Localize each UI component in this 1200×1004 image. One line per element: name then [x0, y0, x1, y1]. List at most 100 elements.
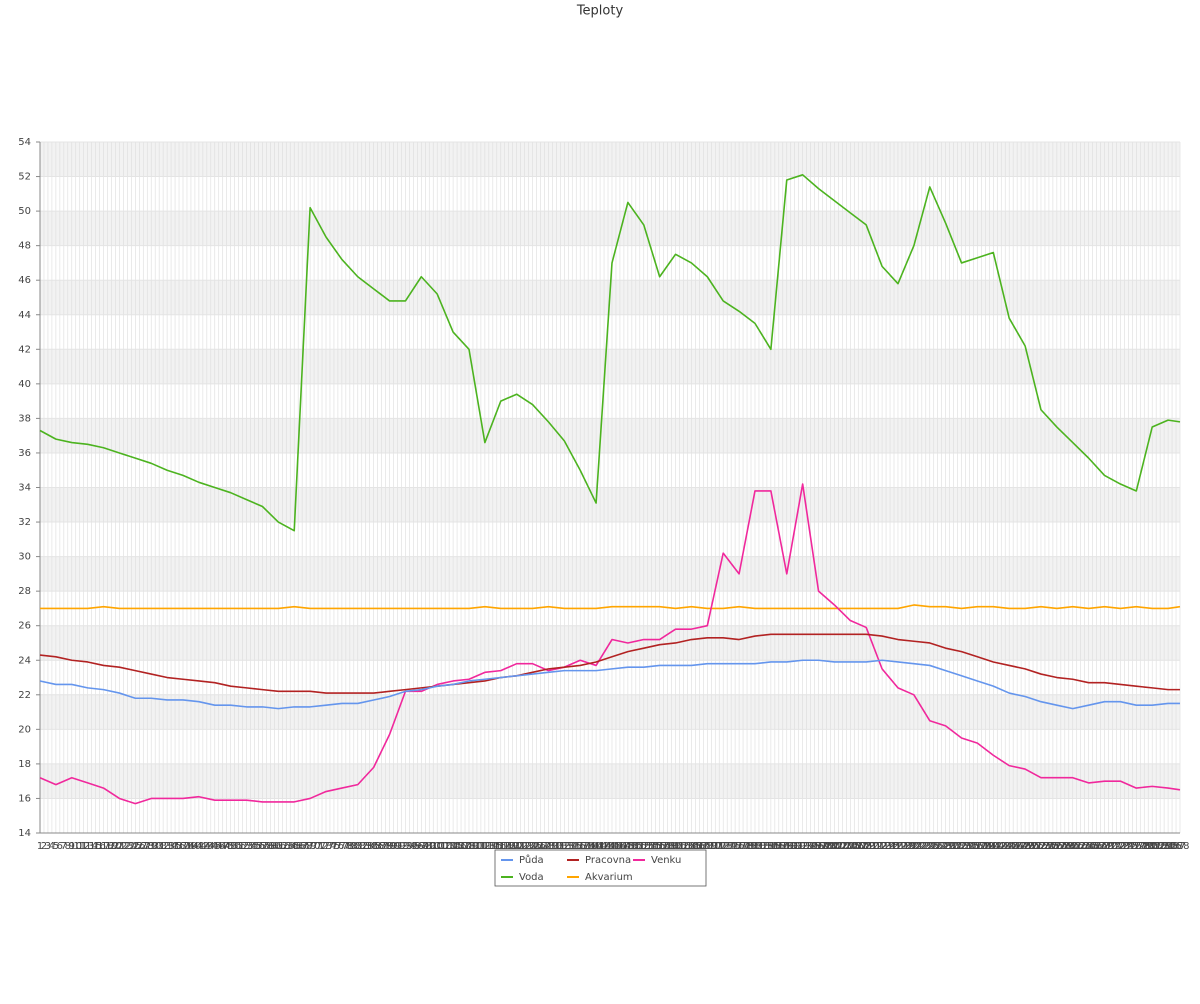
- x-tick-label: 38: [181, 841, 194, 852]
- x-tick-label: 247: [1008, 841, 1027, 852]
- x-tick-label: 240: [980, 841, 999, 852]
- y-tick-label: 38: [18, 413, 31, 424]
- x-tick-label: 176: [726, 841, 745, 852]
- x-tick-label: 50: [228, 841, 241, 852]
- x-tick-label: 68: [300, 841, 313, 852]
- legend-label: Akvarium: [585, 872, 633, 883]
- x-tick-label: 175: [722, 841, 741, 852]
- x-tick-label: 191: [785, 841, 804, 852]
- x-tick-label: 186: [765, 841, 784, 852]
- x-tick-label: 162: [670, 841, 689, 852]
- y-tick-label: 24: [18, 655, 31, 666]
- x-tick-label: 238: [972, 841, 991, 852]
- x-tick-label: 241: [984, 841, 1003, 852]
- x-tick-label: 164: [678, 841, 697, 852]
- x-tick-label: 105: [444, 841, 463, 852]
- x-tick-label: 246: [1004, 841, 1023, 852]
- x-tick-label: 284: [1155, 841, 1174, 852]
- x-tick-label: 278: [1131, 841, 1150, 852]
- x-tick-label: 22: [117, 841, 130, 852]
- x-tick-label: 196: [805, 841, 824, 852]
- x-tick-label: 84: [363, 841, 376, 852]
- x-tick-label: 157: [650, 841, 669, 852]
- y-tick-label: 40: [18, 379, 31, 390]
- x-tick-label: 106: [448, 841, 467, 852]
- x-tick-label: 30: [149, 841, 162, 852]
- x-tick-label: 7: [61, 841, 67, 852]
- x-tick-label: 128: [535, 841, 554, 852]
- x-tick-label: 158: [654, 841, 673, 852]
- x-tick-label: 174: [718, 841, 737, 852]
- x-tick-label: 181: [745, 841, 764, 852]
- x-tick-label: 212: [869, 841, 888, 852]
- x-tick-label: 208: [853, 841, 872, 852]
- x-tick-label: 258: [1051, 841, 1070, 852]
- grid-band: [40, 763, 1180, 799]
- x-tick-label: 109: [459, 841, 478, 852]
- legend-label: Voda: [519, 872, 544, 883]
- x-tick-label: 98: [419, 841, 432, 852]
- x-tick-label: 255: [1039, 841, 1058, 852]
- x-tick-label: 215: [880, 841, 899, 852]
- x-tick-label: 3: [45, 841, 51, 852]
- x-tick-label: 229: [936, 841, 955, 852]
- y-tick-label: 14: [18, 828, 31, 839]
- x-tick-label: 9: [69, 841, 75, 852]
- x-tick-label: 274: [1115, 841, 1134, 852]
- x-tick-label: 193: [793, 841, 812, 852]
- x-tick-label: 252: [1027, 841, 1046, 852]
- x-tick-label: 19: [105, 841, 118, 852]
- x-tick-label: 120: [503, 841, 522, 852]
- legend-box: [494, 849, 707, 887]
- x-tick-label: 18: [101, 841, 114, 852]
- x-tick-label: 69: [304, 841, 317, 852]
- x-tick-label: 273: [1111, 841, 1130, 852]
- x-tick-label: 168: [694, 841, 713, 852]
- x-tick-label: 197: [809, 841, 828, 852]
- x-tick-label: 23: [121, 841, 134, 852]
- x-tick-label: 199: [817, 841, 836, 852]
- grid-band: [40, 556, 1180, 592]
- x-tick-label: 83: [359, 841, 372, 852]
- x-tick-label: 165: [682, 841, 701, 852]
- series-line: [39, 633, 1180, 694]
- x-tick-label: 20: [109, 841, 122, 852]
- x-tick-label: 172: [710, 841, 729, 852]
- x-tick-label: 185: [761, 841, 780, 852]
- x-tick-label: 88: [379, 841, 392, 852]
- x-tick-label: 40: [189, 841, 202, 852]
- x-tick-label: 262: [1067, 841, 1086, 852]
- x-tick-label: 217: [888, 841, 907, 852]
- x-tick-label: 235: [960, 841, 979, 852]
- x-tick-label: 122: [511, 841, 530, 852]
- x-tick-label: 124: [519, 841, 538, 852]
- x-tick-label: 265: [1079, 841, 1098, 852]
- x-tick-label: 92: [395, 841, 408, 852]
- x-tick-label: 281: [1143, 841, 1162, 852]
- x-tick-label: 250: [1020, 841, 1039, 852]
- x-tick-label: 132: [551, 841, 570, 852]
- x-tick-label: 60: [268, 841, 281, 852]
- x-tick-label: 28: [141, 841, 154, 852]
- x-tick-label: 114: [479, 841, 498, 852]
- x-tick-label: 224: [916, 841, 935, 852]
- x-tick-label: 48: [220, 841, 233, 852]
- x-tick-label: 133: [555, 841, 574, 852]
- x-tick-label: 227: [928, 841, 947, 852]
- x-tick-label: 178: [734, 841, 753, 852]
- x-tick-label: 276: [1123, 841, 1142, 852]
- x-tick-label: 159: [658, 841, 677, 852]
- x-tick-label: 141: [587, 841, 606, 852]
- legend-label: Pracovna: [585, 855, 631, 866]
- x-tick-label: 228: [932, 841, 951, 852]
- x-tick-label: 104: [440, 841, 459, 852]
- x-tick-label: 146: [606, 841, 625, 852]
- x-tick-label: 10: [69, 841, 82, 852]
- x-tick-label: 287: [1166, 841, 1185, 852]
- x-tick-label: 263: [1071, 841, 1090, 852]
- x-tick-label: 2: [41, 841, 47, 852]
- x-tick-label: 137: [571, 841, 590, 852]
- grid-band: [40, 349, 1180, 384]
- x-tick-label: 253: [1031, 841, 1050, 852]
- x-tick-label: 73: [320, 841, 333, 852]
